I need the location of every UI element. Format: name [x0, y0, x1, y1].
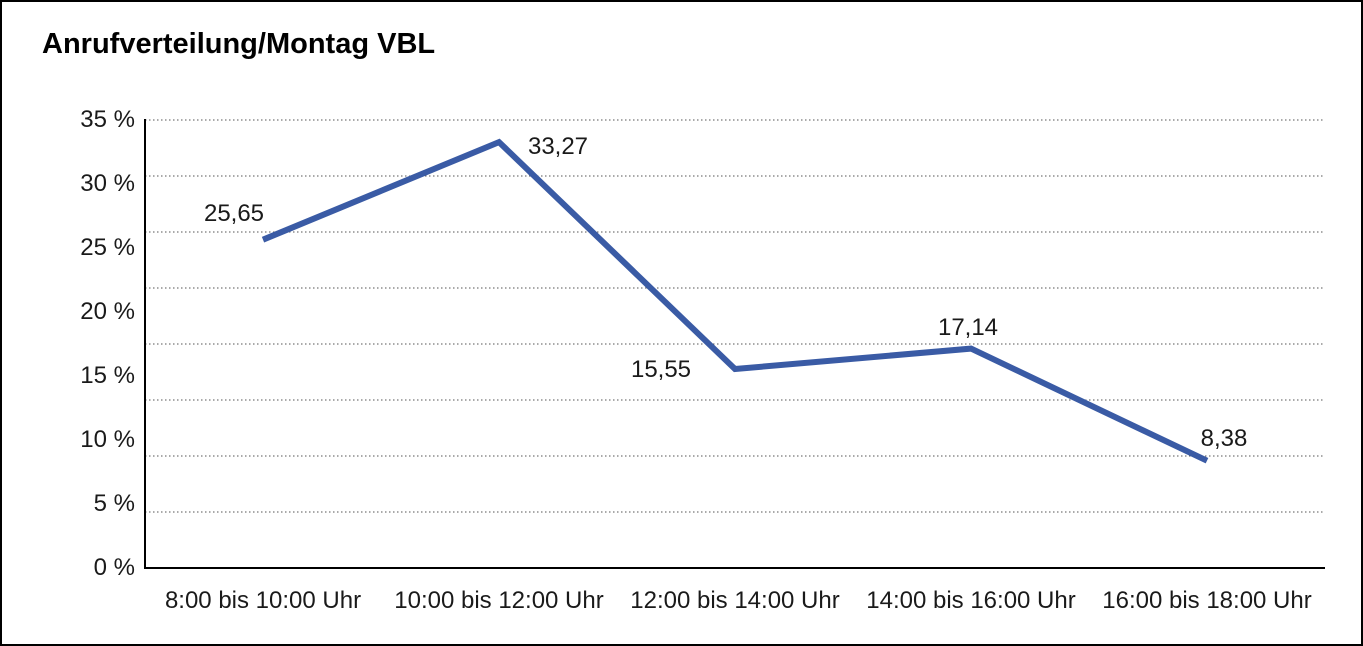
y-axis-tick-label: 15 %	[80, 362, 135, 389]
x-axis-category-label: 8:00 bis 10:00 Uhr	[164, 587, 362, 614]
x-axis-category-label: 12:00 bis 14:00 Uhr	[630, 587, 840, 614]
y-axis-tick-label: 25 %	[80, 234, 135, 261]
x-axis-category-label: 14:00 bis 16:00 Uhr	[866, 587, 1076, 614]
chart-title: Anrufverteilung/Montag VBL	[42, 28, 436, 60]
data-point-label: 8,38	[1200, 424, 1248, 452]
data-point-label: 33,27	[527, 133, 589, 161]
y-axis-tick-label: 10 %	[80, 426, 135, 453]
x-axis-category-label: 10:00 bis 12:00 Uhr	[394, 587, 604, 614]
y-axis-tick-label: 5 %	[93, 490, 135, 517]
y-axis-tick-label: 30 %	[80, 170, 135, 197]
y-axis-tick-label: 20 %	[80, 298, 135, 325]
x-axis-category-label: 16:00 bis 18:00 Uhr	[1102, 587, 1312, 614]
data-point-label: 25,65	[203, 199, 265, 227]
data-point-label: 15,55	[630, 355, 692, 383]
y-axis-tick-label: 0 %	[93, 554, 135, 581]
data-point-label: 17,14	[937, 313, 999, 341]
y-axis-tick-label: 35 %	[80, 106, 135, 133]
series-line	[261, 138, 1209, 464]
